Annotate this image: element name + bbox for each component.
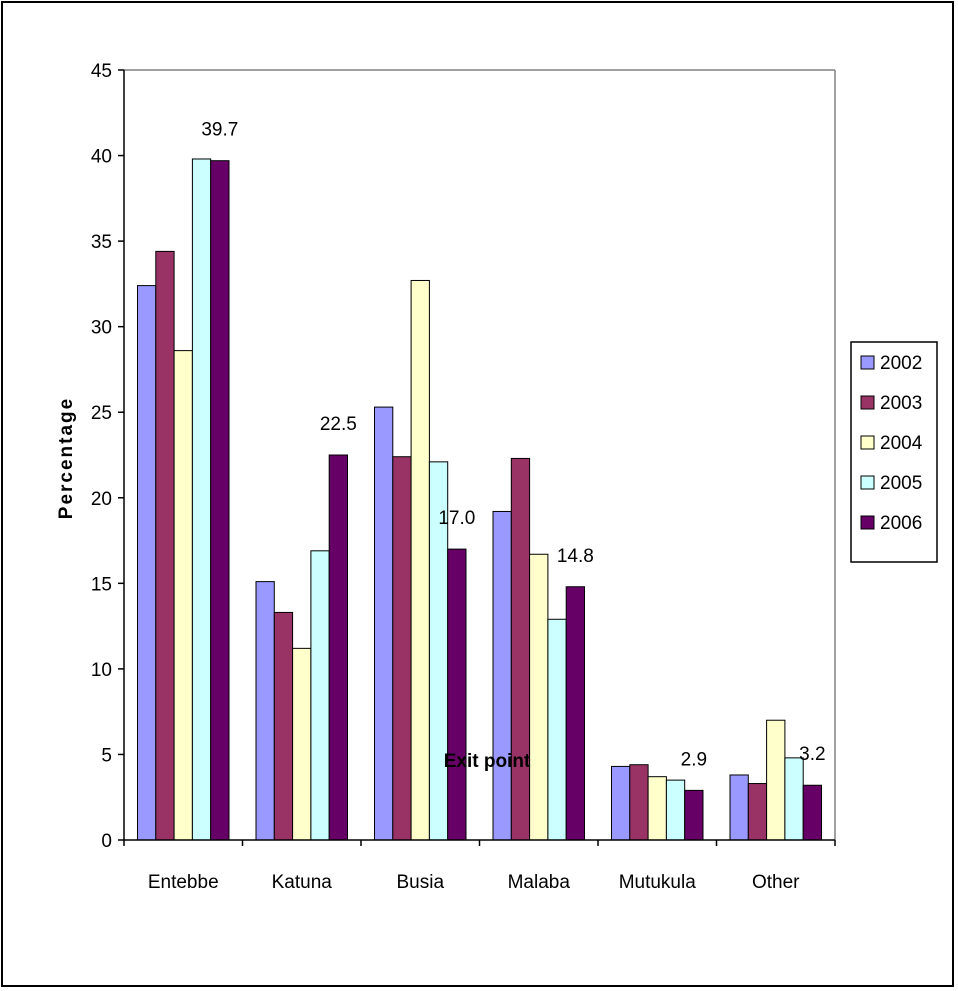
bar-2002-busia xyxy=(374,406,394,841)
data-label: 2.9 xyxy=(681,749,707,770)
bar-2003-mutukula xyxy=(629,764,649,841)
x-tick-label: Katuna xyxy=(272,872,333,893)
data-label: 3.2 xyxy=(799,744,825,765)
data-labels: 39.7 22.5 17.0 14.8 2.9 3.2 xyxy=(201,120,825,771)
legend-label: 2004 xyxy=(880,433,923,454)
y-tick-label: 10 xyxy=(91,660,112,681)
axes xyxy=(123,69,836,841)
bars xyxy=(137,158,823,841)
x-tick-label: Busia xyxy=(396,872,444,893)
bar-2005-malaba xyxy=(547,618,567,841)
y-tick-label: 5 xyxy=(101,745,112,766)
bar-2002-other xyxy=(729,774,749,841)
bar-2002-katuna xyxy=(255,581,275,841)
y-tick-label: 35 xyxy=(91,232,112,253)
bar-2004-katuna xyxy=(292,647,312,841)
y-tick-label: 0 xyxy=(101,831,112,852)
bar-2006-entebbe xyxy=(210,160,230,841)
legend-swatch xyxy=(860,515,875,530)
bar-2005-other xyxy=(784,757,804,841)
bar-2006-malaba xyxy=(565,586,586,841)
bar-2002-mutukula xyxy=(611,765,631,841)
bar-2006-other xyxy=(802,784,823,841)
legend-label: 2003 xyxy=(880,393,922,414)
legend-swatch xyxy=(860,355,875,370)
bar-2006-mutukula xyxy=(684,789,704,841)
y-tick-label: 40 xyxy=(91,147,112,168)
bar-2006-busia xyxy=(447,548,467,841)
bar-2004-busia xyxy=(410,279,430,841)
x-axis-ticks: Entebbe Katuna Busia Malaba Mutukula Other xyxy=(123,840,836,893)
bar-2005-mutukula xyxy=(665,779,686,841)
legend-swatch xyxy=(860,435,875,450)
y-axis-ticks: 0 5 10 15 20 25 30 35 40 45 xyxy=(91,61,124,852)
data-label: 39.7 xyxy=(201,120,238,141)
x-tick-label: Malaba xyxy=(508,872,571,893)
bar-2003-other xyxy=(747,783,768,841)
bar-2006-katuna xyxy=(328,454,349,841)
y-tick-label: 30 xyxy=(91,318,112,339)
legend-swatch xyxy=(860,475,875,490)
x-tick-label: Mutukula xyxy=(619,872,697,893)
data-label: 22.5 xyxy=(320,414,357,435)
bar-2002-malaba xyxy=(492,510,512,841)
y-axis-title: Percentage xyxy=(56,397,77,519)
x-tick-label: Entebbe xyxy=(148,872,219,893)
y-tick-label: 15 xyxy=(91,574,112,595)
bar-2003-busia xyxy=(392,456,412,841)
legend-label: 2002 xyxy=(880,353,922,374)
legend-swatch xyxy=(860,395,875,410)
y-tick-label: 45 xyxy=(91,61,112,82)
bar-2005-entebbe xyxy=(191,158,212,841)
bar-2003-malaba xyxy=(510,457,531,841)
x-axis-title: Exit point xyxy=(444,751,531,772)
legend: 2002 2003 2004 2005 2006 xyxy=(850,341,938,563)
bar-2004-mutukula xyxy=(647,776,667,841)
bar-2003-entebbe xyxy=(155,250,175,841)
legend-label: 2006 xyxy=(880,513,922,534)
bar-2002-entebbe xyxy=(137,285,157,841)
y-tick-label: 25 xyxy=(91,403,112,424)
bar-2005-katuna xyxy=(310,550,330,841)
x-tick-label: Other xyxy=(752,872,800,893)
data-label: 17.0 xyxy=(438,508,475,529)
bar-2003-katuna xyxy=(273,611,294,841)
y-tick-label: 20 xyxy=(91,489,112,510)
bar-2004-entebbe xyxy=(173,350,193,841)
bar-2004-malaba xyxy=(529,553,549,841)
data-label: 14.8 xyxy=(557,546,594,567)
bar-2004-other xyxy=(766,719,786,841)
legend-label: 2005 xyxy=(880,473,922,494)
